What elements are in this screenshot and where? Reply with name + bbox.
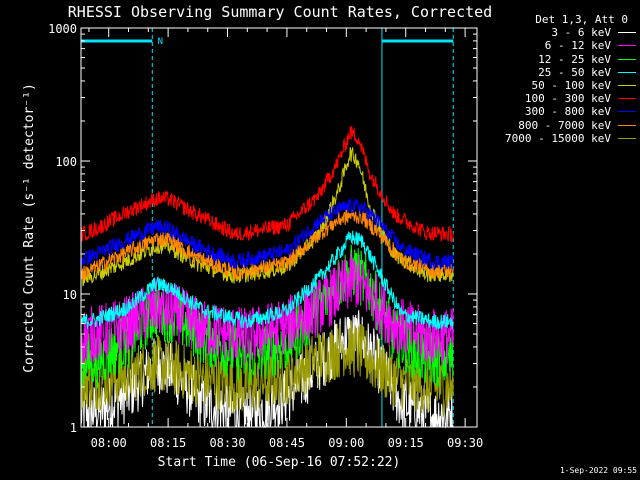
legend-entry: 50 - 100 keV bbox=[480, 79, 636, 92]
timestamp: 1-Sep-2022 09:55 bbox=[559, 466, 637, 475]
legend-entry: 12 - 25 keV bbox=[480, 53, 636, 66]
series-line bbox=[80, 252, 454, 365]
legend-label: 6 - 12 keV bbox=[544, 39, 611, 53]
y-axis-label: Corrected Count Rate (s⁻¹ detector⁻¹) bbox=[22, 83, 37, 373]
legend-swatch bbox=[618, 137, 636, 139]
y-tick-label: 10 bbox=[63, 288, 77, 302]
legend-swatch bbox=[618, 85, 636, 87]
legend-swatch bbox=[618, 111, 636, 113]
legend-label: 3 - 6 keV bbox=[551, 26, 611, 40]
x-tick-label: 08:15 bbox=[150, 436, 186, 450]
legend-label: 300 - 800 keV bbox=[524, 105, 611, 119]
legend-label: 12 - 25 keV bbox=[538, 52, 611, 66]
legend-label: 50 - 100 keV bbox=[531, 78, 611, 92]
x-tick-label: 09:30 bbox=[447, 436, 483, 450]
axis-ticks: 1 10 100 1000 08:00 08:15 08:30 08:45 09:00 09:15… bbox=[48, 22, 483, 450]
series-line bbox=[80, 147, 454, 287]
legend-swatch bbox=[618, 124, 636, 126]
legend-label: 800 - 7000 keV bbox=[518, 118, 611, 132]
legend-label: 25 - 50 keV bbox=[538, 65, 611, 79]
night-label: N bbox=[158, 37, 163, 47]
legend-label: 7000 - 15000 keV bbox=[505, 131, 611, 145]
x-tick-label: 09:00 bbox=[328, 436, 364, 450]
legend-swatch bbox=[618, 45, 636, 47]
x-axis-label: Start Time (06-Sep-16 07:52:22) bbox=[158, 455, 401, 470]
legend-entry: 100 - 300 keV bbox=[480, 92, 636, 105]
x-tick-label: 08:30 bbox=[209, 436, 245, 450]
legend-label: 100 - 300 keV bbox=[524, 92, 611, 106]
x-tick-label: 08:00 bbox=[91, 436, 127, 450]
series-line bbox=[80, 320, 454, 418]
y-tick-label: 1000 bbox=[48, 22, 77, 36]
chart-title: RHESSI Observing Summary Count Rates, Co… bbox=[68, 3, 492, 21]
legend-swatch bbox=[618, 32, 636, 34]
legend-entry: 25 - 50 keV bbox=[480, 66, 636, 79]
legend-swatch bbox=[618, 98, 636, 100]
legend-entry: 6 - 12 keV bbox=[480, 39, 636, 52]
legend-title: Det 1,3, Att 0 bbox=[535, 13, 628, 26]
series-line bbox=[80, 197, 454, 271]
y-tick-label: 100 bbox=[55, 155, 77, 169]
y-tick-label: 1 bbox=[70, 421, 77, 435]
x-tick-label: 08:45 bbox=[269, 436, 305, 450]
series-line bbox=[80, 230, 454, 331]
plot-frame bbox=[80, 27, 478, 428]
legend-entry: 300 - 800 keV bbox=[480, 105, 636, 118]
legend-entry: 3 - 6 keV bbox=[480, 26, 636, 39]
legend-entry: 7000 - 15000 keV bbox=[480, 132, 636, 145]
legend: Det 1,3, Att 0 3 - 6 keV 6 - 12 keV 12 - 2… bbox=[480, 13, 636, 145]
series-layer bbox=[80, 125, 454, 429]
legend-swatch bbox=[618, 71, 636, 73]
x-tick-label: 09:15 bbox=[388, 436, 424, 450]
legend-entry: 800 - 7000 keV bbox=[480, 119, 636, 132]
legend-swatch bbox=[618, 58, 636, 60]
series-line bbox=[80, 125, 454, 243]
